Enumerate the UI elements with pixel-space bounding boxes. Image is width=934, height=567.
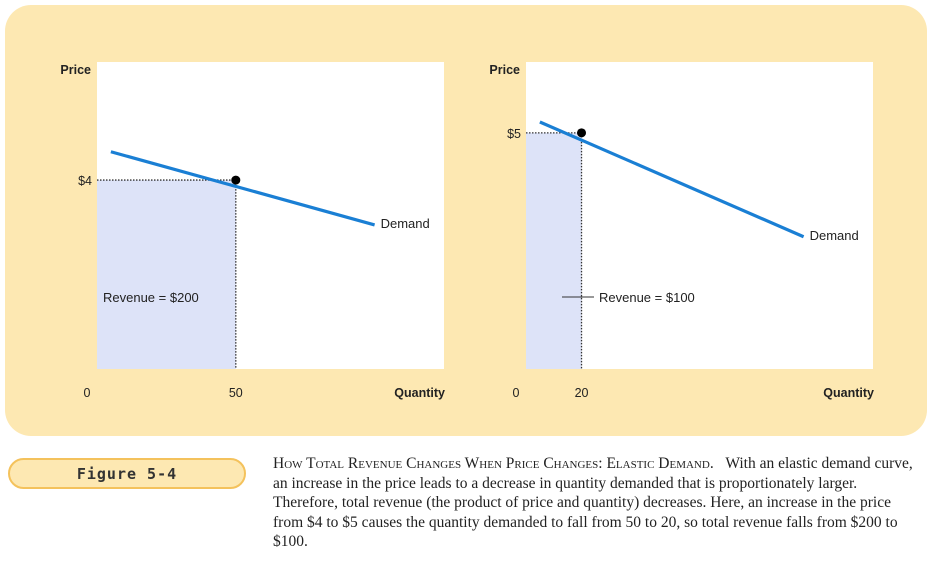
revenue-area-right [526,132,582,369]
y-axis-title-right: Price [489,63,520,77]
origin-label-left: 0 [84,386,91,400]
equilibrium-point-right [577,128,587,138]
origin-label-right: 0 [513,386,520,400]
demand-line-right [539,120,805,239]
revenue-label-left: Revenue = $200 [103,290,199,305]
figure-label-badge: Figure 5-4 [8,458,246,489]
charts-svg: Price Quantity 0 50 $4 Revenue = $200 De… [60,62,874,400]
demand-line-left [110,150,376,227]
plot-area-right [526,62,873,369]
x-axis-title-right: Quantity [823,386,874,400]
x-axis-title-left: Quantity [394,386,445,400]
figure-label: Figure 5-4 [76,464,178,483]
revenue-label-right: Revenue = $100 [599,290,695,305]
caption-title: How Total Revenue Changes When Price Cha… [273,455,714,472]
demand-label-left: Demand [381,216,430,231]
y-axis-title-left: Price [60,63,91,77]
chart-right: Price Quantity 0 20 $5 Revenue = $100 De… [489,62,874,400]
demand-label-right: Demand [810,228,859,243]
revenue-area-left [97,180,236,369]
figure-caption: How Total Revenue Changes When Price Cha… [273,454,913,552]
caption-text: With an elastic demand curve, an increas… [273,455,913,550]
x-tick-label-left: 50 [229,386,243,400]
chart-left: Price Quantity 0 50 $4 Revenue = $200 De… [60,62,445,400]
x-tick-label-right: 20 [575,386,589,400]
equilibrium-point-left [231,175,241,185]
y-tick-label-right: $5 [507,127,521,141]
y-tick-label-left: $4 [78,174,92,188]
